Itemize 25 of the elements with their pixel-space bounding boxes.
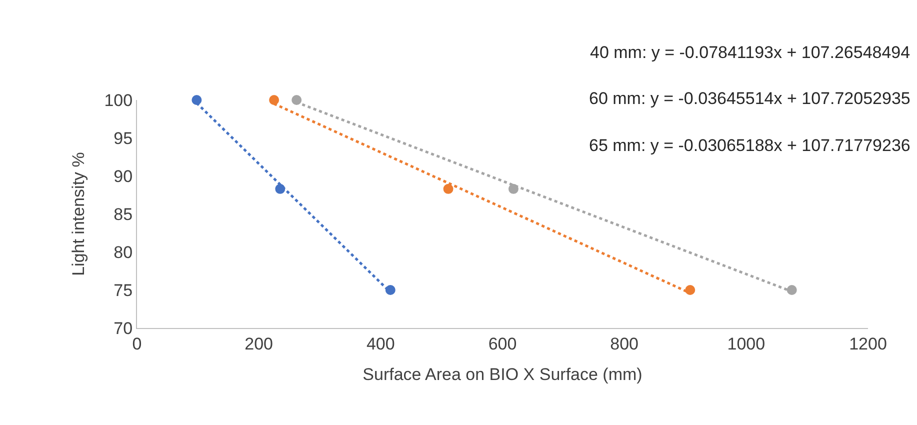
y-tick-label: 100 (104, 90, 133, 110)
point (443, 184, 454, 194)
x-tick-label: 800 (610, 334, 639, 354)
y-tick-label: 80 (114, 242, 133, 262)
point (685, 285, 696, 295)
y-tick-label: 75 (114, 280, 133, 300)
annotation: 65 mm: y = -0.03065188x + 107.71779236 (589, 136, 910, 155)
x-tick-label: 0 (132, 334, 142, 354)
y-tick-label: 90 (114, 166, 133, 186)
y-axis-title: Light intensity % (68, 152, 88, 276)
annotation: 60 mm: y = -0.03645514x + 107.72052935 (589, 89, 910, 108)
x-tick-label: 600 (488, 334, 517, 354)
x-tick-label: 1000 (727, 334, 766, 354)
text: 40 mm: y = -0.07841193x + 107.26548494 (590, 43, 910, 62)
y-tick-label: 70 (114, 318, 133, 338)
x-axis-title: Surface Area on BIO X Surface (mm) (362, 364, 642, 384)
y-tick-label: 95 (114, 128, 133, 148)
point (292, 95, 302, 105)
point (269, 95, 280, 105)
x-tick-label: 200 (244, 334, 274, 354)
x-tick-label: 1200 (849, 334, 887, 354)
x-tick-label: 400 (366, 334, 395, 354)
point (192, 95, 202, 105)
point (786, 285, 797, 295)
y-tick-label: 85 (114, 204, 133, 224)
